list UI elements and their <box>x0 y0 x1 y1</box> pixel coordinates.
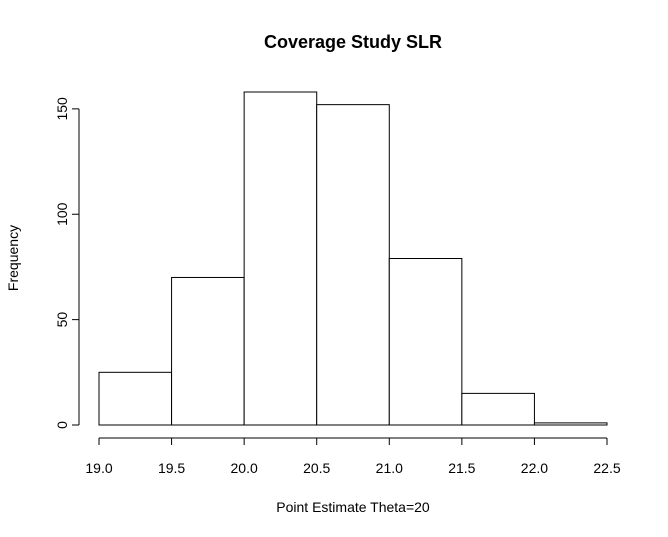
x-tick-label-5: 21.5 <box>448 460 475 476</box>
histogram-bar-4 <box>388 258 463 426</box>
y-axis: 0 50 100 150 <box>54 97 80 429</box>
x-tick-label-4: 21.0 <box>376 460 403 476</box>
y-tick-label-0: 0 <box>54 421 70 429</box>
histogram-bar-1 <box>171 276 245 426</box>
bars-group <box>98 91 608 426</box>
x-axis: 19.0 19.5 20.0 20.5 21.0 21.5 22.0 22.5 <box>85 437 621 476</box>
histogram-bar-2 <box>243 91 318 426</box>
chart-title: Coverage Study SLR <box>264 32 442 52</box>
y-tick-label-1: 50 <box>54 312 70 328</box>
histogram-bar-6 <box>533 422 608 426</box>
histogram-bar-3 <box>316 104 390 426</box>
x-tick-label-3: 20.5 <box>303 460 330 476</box>
x-tick-label-0: 19.0 <box>85 460 112 476</box>
x-axis-label: Point Estimate Theta=20 <box>276 499 430 515</box>
x-tick-label-1: 19.5 <box>158 460 185 476</box>
histogram-bar-0 <box>98 371 173 426</box>
x-tick-label-6: 22.0 <box>521 460 548 476</box>
y-axis-label: Frequency <box>5 225 21 291</box>
y-tick-label-2: 100 <box>54 202 70 226</box>
histogram-bar-5 <box>461 392 535 426</box>
x-tick-label-2: 20.0 <box>231 460 258 476</box>
x-tick-label-7: 22.5 <box>593 460 620 476</box>
y-tick-label-3: 150 <box>54 97 70 121</box>
